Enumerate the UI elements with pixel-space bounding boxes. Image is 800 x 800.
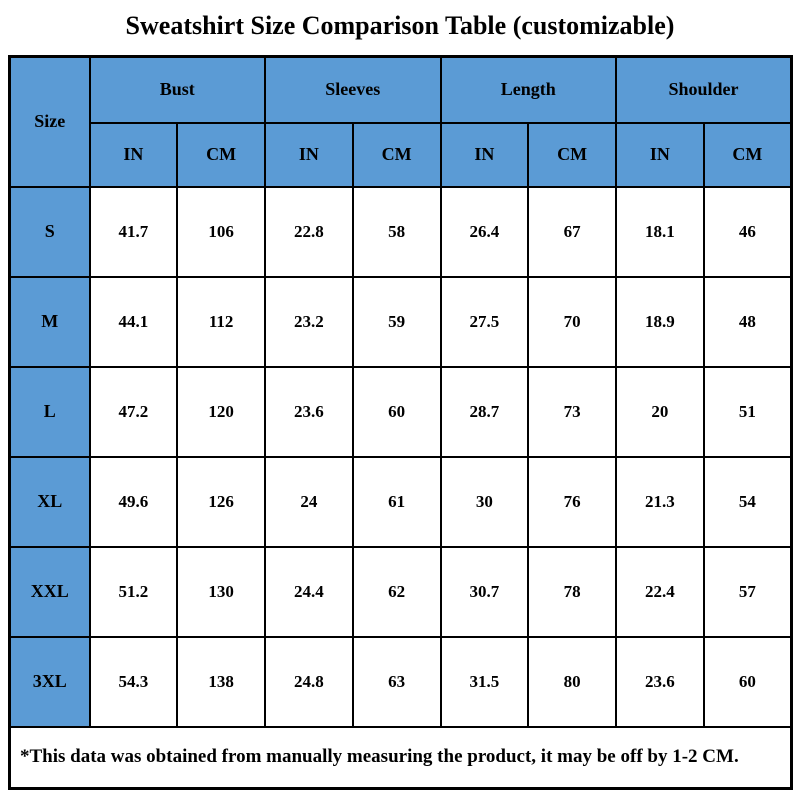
data-cell: 57: [702, 545, 793, 638]
column-group-length: Length: [439, 55, 617, 124]
data-cell: 76: [527, 455, 617, 548]
data-cell: 63: [351, 635, 442, 728]
size-cell: XXL: [8, 545, 91, 638]
data-cell: 61: [351, 455, 442, 548]
data-cell: 48: [702, 275, 793, 368]
data-cell: 73: [527, 365, 617, 458]
table-row-3xl: 3XL 54.3 138 24.8 63 31.5 80 23.6 60: [8, 635, 793, 728]
size-comparison-table: Size Bust Sleeves Length Shoulder IN CM …: [8, 55, 793, 790]
data-cell: 31.5: [439, 635, 530, 728]
data-cell: 24.4: [264, 545, 354, 638]
data-cell: 130: [176, 545, 266, 638]
data-cell: 23.6: [264, 365, 354, 458]
unit-header-bust-in: IN: [88, 121, 179, 188]
data-cell: 60: [351, 365, 442, 458]
data-cell: 80: [527, 635, 617, 728]
data-cell: 30.7: [439, 545, 530, 638]
data-cell: 54.3: [88, 635, 179, 728]
table-row-l: L 47.2 120 23.6 60 28.7 73 20 51: [8, 365, 793, 458]
data-cell: 51: [702, 365, 793, 458]
size-cell: M: [8, 275, 91, 368]
table-header: Size Bust Sleeves Length Shoulder IN CM …: [8, 55, 793, 188]
data-cell: 22.4: [615, 545, 705, 638]
table-row-s: S 41.7 106 22.8 58 26.4 67 18.1 46: [8, 185, 793, 278]
column-group-bust: Bust: [88, 55, 266, 124]
data-cell: 44.1: [88, 275, 179, 368]
column-header-size: Size: [8, 55, 91, 188]
data-cell: 78: [527, 545, 617, 638]
data-cell: 112: [176, 275, 266, 368]
data-cell: 120: [176, 365, 266, 458]
data-cell: 47.2: [88, 365, 179, 458]
data-cell: 23.6: [615, 635, 705, 728]
data-cell: 51.2: [88, 545, 179, 638]
data-cell: 41.7: [88, 185, 179, 278]
table-row-m: M 44.1 112 23.2 59 27.5 70 18.9 48: [8, 275, 793, 368]
unit-header-length-cm: CM: [527, 121, 617, 188]
data-cell: 18.1: [615, 185, 705, 278]
unit-header-shoulder-in: IN: [615, 121, 705, 188]
unit-header-length-in: IN: [439, 121, 530, 188]
data-cell: 58: [351, 185, 442, 278]
footnote-text: *This data was obtained from manually me…: [8, 725, 793, 789]
data-cell: 30: [439, 455, 530, 548]
data-cell: 60: [702, 635, 793, 728]
data-cell: 46: [702, 185, 793, 278]
size-cell: 3XL: [8, 635, 91, 728]
size-cell: S: [8, 185, 91, 278]
data-cell: 67: [527, 185, 617, 278]
data-cell: 28.7: [439, 365, 530, 458]
size-cell: L: [8, 365, 91, 458]
data-cell: 26.4: [439, 185, 530, 278]
unit-header-sleeves-in: IN: [264, 121, 354, 188]
data-cell: 21.3: [615, 455, 705, 548]
data-cell: 126: [176, 455, 266, 548]
data-cell: 70: [527, 275, 617, 368]
group-header-row: Size Bust Sleeves Length Shoulder: [8, 55, 793, 188]
data-cell: 22.8: [264, 185, 354, 278]
data-cell: 24.8: [264, 635, 354, 728]
unit-header-sleeves-cm: CM: [351, 121, 442, 188]
table-row-xxl: XXL 51.2 130 24.4 62 30.7 78 22.4 57: [8, 545, 793, 638]
unit-header-bust-cm: CM: [176, 121, 266, 188]
data-cell: 18.9: [615, 275, 705, 368]
data-cell: 24: [264, 455, 354, 548]
data-cell: 27.5: [439, 275, 530, 368]
data-cell: 54: [702, 455, 793, 548]
data-cell: 138: [176, 635, 266, 728]
table-body: S 41.7 106 22.8 58 26.4 67 18.1 46 M 44.…: [8, 185, 793, 789]
data-cell: 23.2: [264, 275, 354, 368]
unit-header-row: IN CM IN CM IN CM IN CM: [10, 121, 793, 188]
data-cell: 20: [615, 365, 705, 458]
data-cell: 59: [351, 275, 442, 368]
size-cell: XL: [8, 455, 91, 548]
data-cell: 62: [351, 545, 442, 638]
footnote-row: *This data was obtained from manually me…: [8, 725, 793, 789]
unit-header-shoulder-cm: CM: [702, 121, 793, 188]
column-group-sleeves: Sleeves: [264, 55, 442, 124]
table-row-xl: XL 49.6 126 24 61 30 76 21.3 54: [8, 455, 793, 548]
page-title: Sweatshirt Size Comparison Table (custom…: [125, 11, 675, 40]
data-cell: 49.6: [88, 455, 179, 548]
column-group-shoulder: Shoulder: [615, 55, 793, 124]
data-cell: 106: [176, 185, 266, 278]
